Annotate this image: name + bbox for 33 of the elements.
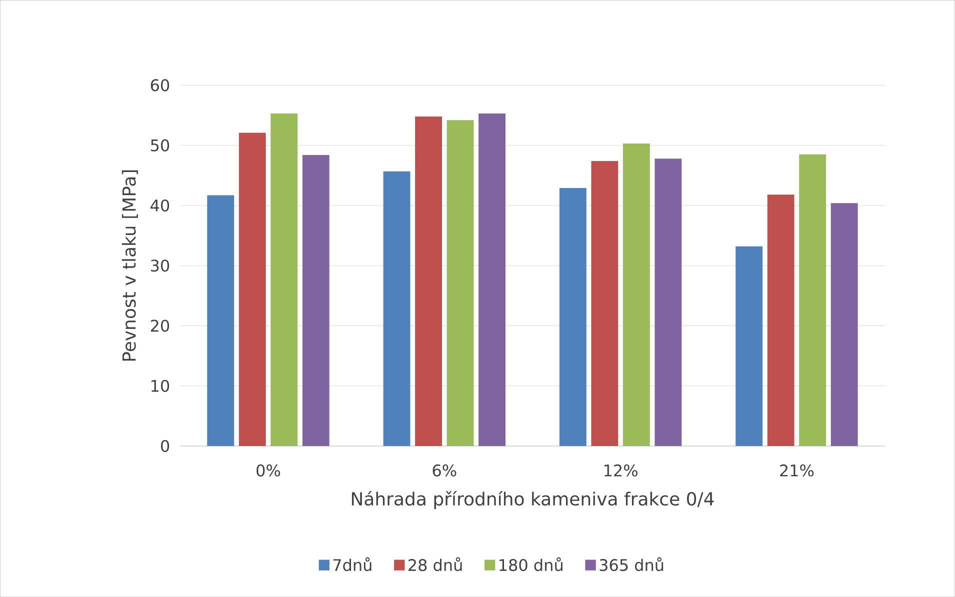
y-tick-label: 30: [150, 259, 170, 272]
legend-label: 7dnů: [333, 557, 372, 572]
y-tick-label: 10: [152, 380, 170, 392]
legend-label: 365 dnů: [600, 557, 664, 572]
bar: [799, 154, 826, 446]
y-tick-label: 50: [151, 139, 170, 152]
bar: [270, 113, 298, 446]
bar: [207, 195, 234, 446]
y-tick-label: 60: [150, 79, 170, 92]
x-tick-label: 6%: [432, 464, 456, 476]
bar: [767, 194, 794, 446]
bar: [736, 246, 763, 446]
bar: [830, 202, 858, 446]
y-tick-label: 40: [150, 199, 170, 212]
bar: [446, 120, 474, 446]
bar: [559, 188, 586, 446]
bar: [383, 171, 410, 446]
bar: [654, 158, 682, 446]
x-tick-label: 12%: [604, 464, 638, 476]
bar: [415, 116, 442, 446]
x-tick-label: 21%: [780, 464, 814, 476]
x-axis-title: Náhrada přírodního kameniva frakce 0/4: [352, 490, 714, 510]
y-tick-label: 0: [161, 440, 170, 452]
y-axis-title: Pevnost v tlaku [MPa]: [122, 170, 138, 361]
bar: [622, 143, 650, 446]
bar: [478, 113, 506, 446]
legend-label: 180 dnů: [500, 557, 562, 572]
x-tick-label: 0%: [256, 464, 280, 476]
bar: [238, 132, 266, 446]
bar: [591, 160, 618, 446]
y-tick-label: 20: [150, 320, 170, 332]
legend-label: 28 dnů: [408, 557, 462, 572]
bar: [302, 154, 330, 446]
